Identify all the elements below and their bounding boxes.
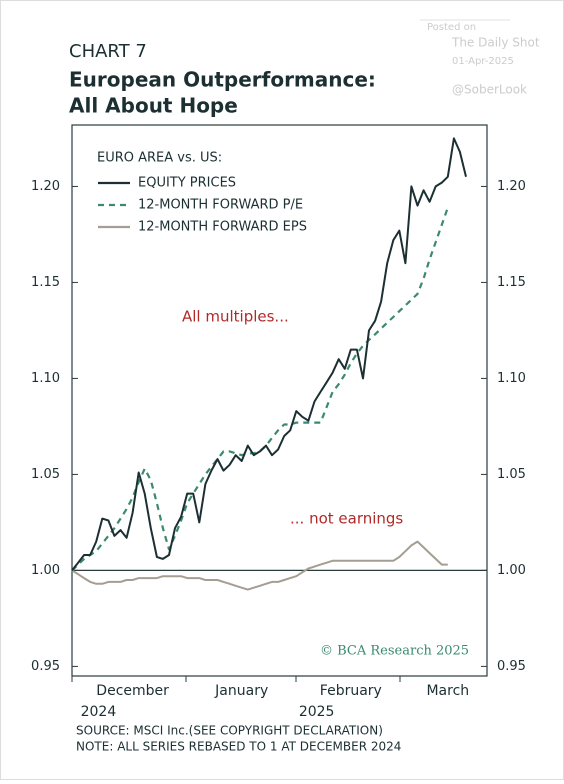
annotation: ... not earnings [290, 510, 403, 528]
data-line [71, 207, 449, 572]
y-tick-label: 0.95 [31, 659, 60, 674]
y-tick-label: 1.20 [31, 179, 60, 194]
y2-tick-label: 1.05 [497, 467, 526, 482]
y-tick-label: 1.10 [31, 371, 60, 386]
legend-label: 12-MONTH FORWARD P/E [138, 198, 303, 213]
data-line [71, 540, 448, 591]
watermark: Posted on [427, 22, 476, 33]
watermark: @SoberLook [452, 83, 527, 97]
data-line [71, 137, 467, 572]
source-note: NOTE: ALL SERIES REBASED TO 1 AT DECEMBE… [76, 740, 401, 754]
plot-frame [71, 124, 488, 677]
watermark: 01-Apr-2025 [452, 56, 514, 67]
y2-tick-label: 1.15 [497, 275, 526, 290]
y2-tick-label: 1.10 [497, 371, 526, 386]
legend-title: EURO AREA vs. US: [97, 151, 222, 166]
source-note: SOURCE: MSCI Inc.(SEE COPYRIGHT DECLARAT… [76, 724, 383, 738]
chart-title: All About Hope [69, 94, 238, 118]
legend-label: EQUITY PRICES [138, 176, 236, 191]
y2-tick-label: 1.20 [497, 179, 526, 194]
legend-label: 12-MONTH FORWARD EPS [138, 220, 307, 235]
x-tick-label: January [214, 683, 268, 699]
y2-tick-label: 0.95 [497, 659, 526, 674]
x-tick-label: December 2024 [81, 683, 170, 720]
chart-kicker: CHART 7 [69, 41, 147, 62]
y-tick-label: 1.15 [31, 275, 60, 290]
x-tick-label: February 2025 [299, 683, 382, 720]
credit: © BCA Research 2025 [320, 644, 469, 659]
chart-title: European Outperformance: [69, 68, 376, 92]
annotation: All multiples... [182, 308, 289, 326]
y2-tick-label: 1.00 [497, 563, 526, 578]
watermark: The Daily Shot [451, 36, 540, 50]
x-tick-label: March [426, 683, 469, 699]
y-tick-label: 1.00 [31, 563, 60, 578]
y-tick-label: 1.05 [31, 467, 60, 482]
